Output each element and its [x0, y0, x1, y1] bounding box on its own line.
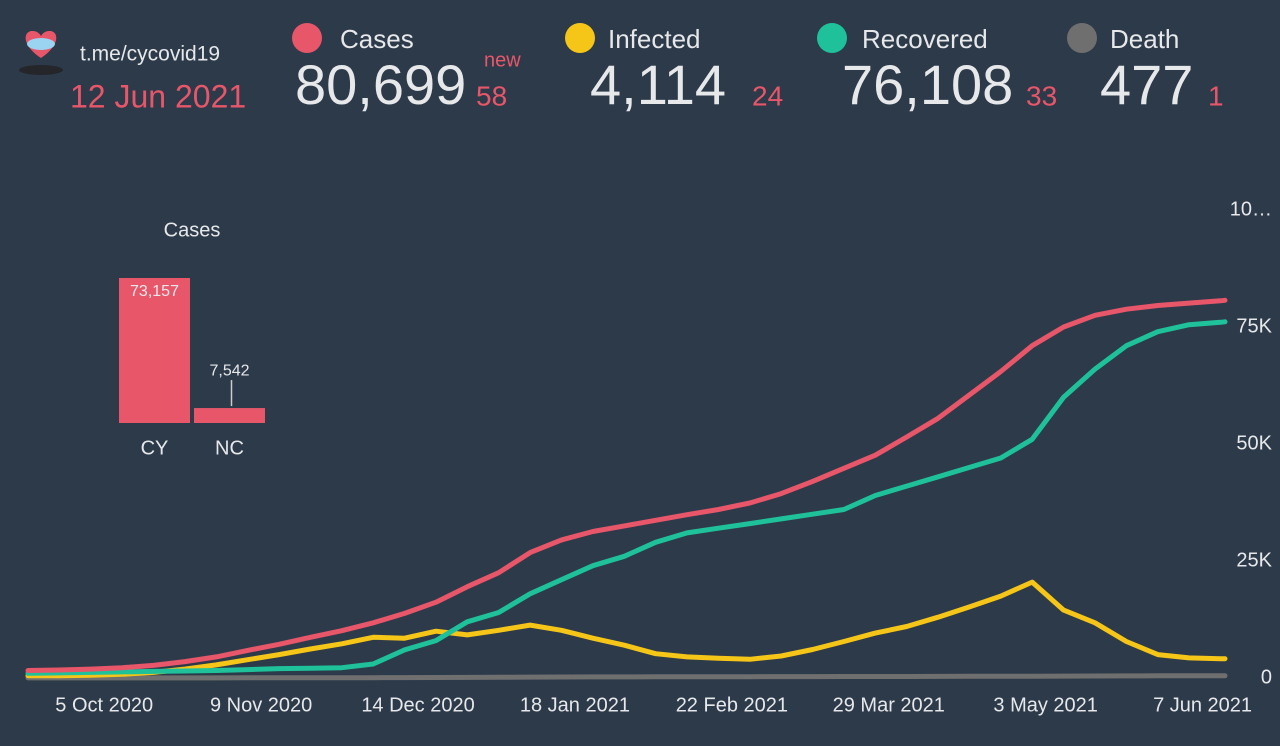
bar-value-label: 7,542: [209, 362, 249, 379]
y-tick-label: 10…: [1230, 198, 1272, 220]
x-tick-label: 29 Mar 2021: [833, 694, 945, 716]
stat-value: 80,699: [295, 53, 466, 116]
series-line: [25, 673, 1228, 681]
x-tick-label: CY: [141, 437, 169, 459]
series-line: [25, 319, 1228, 676]
y-tick-label: 25K: [1236, 549, 1272, 571]
series-line: [25, 579, 1228, 679]
stat-new: 58: [476, 80, 507, 111]
stat-name: Death: [1110, 24, 1179, 54]
stat-new: 24: [752, 80, 783, 111]
stat-name: Cases: [340, 24, 414, 54]
x-tick-label: 3 May 2021: [993, 694, 1098, 716]
y-tick-label: 0: [1261, 666, 1272, 688]
x-tick-label: 18 Jan 2021: [520, 694, 630, 716]
bar: [119, 278, 190, 423]
legend-dot: [565, 23, 595, 53]
line-chart: 0 25K 50K 75K 10… 5 Oct 2020 9 Nov 2020 14 Dec …: [25, 198, 1273, 716]
x-tick-label: 22 Feb 2021: [676, 694, 788, 716]
stat-name: Recovered: [862, 24, 988, 54]
stat-new: 1: [1208, 80, 1224, 111]
x-tick-label: NC: [215, 437, 244, 459]
series-line: [25, 297, 1228, 673]
stat-new: 33: [1026, 80, 1057, 111]
y-tick-label: 75K: [1236, 315, 1272, 337]
stat-name: Infected: [608, 24, 701, 54]
bar-value-label: 73,157: [130, 283, 179, 300]
x-tick-label: 5 Oct 2020: [55, 694, 153, 716]
y-tick-label: 50K: [1236, 432, 1272, 454]
bar: [194, 408, 265, 423]
legend-dot: [817, 23, 847, 53]
legend-dot: [292, 23, 322, 53]
new-label: new: [484, 49, 521, 71]
x-tick-label: 14 Dec 2020: [361, 694, 474, 716]
legend-dot: [1067, 23, 1097, 53]
bar-title: Cases: [164, 219, 221, 241]
report-date: 12 Jun 2021: [70, 78, 246, 114]
stat-value: 4,114: [590, 53, 726, 116]
bar-chart: Cases CY 73,157 NC 7,542: [119, 219, 265, 459]
channel-link[interactable]: t.me/cycovid19: [80, 43, 220, 66]
x-tick-label: 9 Nov 2020: [210, 694, 312, 716]
stat-value: 477: [1100, 53, 1193, 116]
x-tick-label: 7 Jun 2021: [1153, 694, 1252, 716]
stat-value: 76,108: [842, 53, 1013, 116]
logo: [19, 30, 63, 75]
